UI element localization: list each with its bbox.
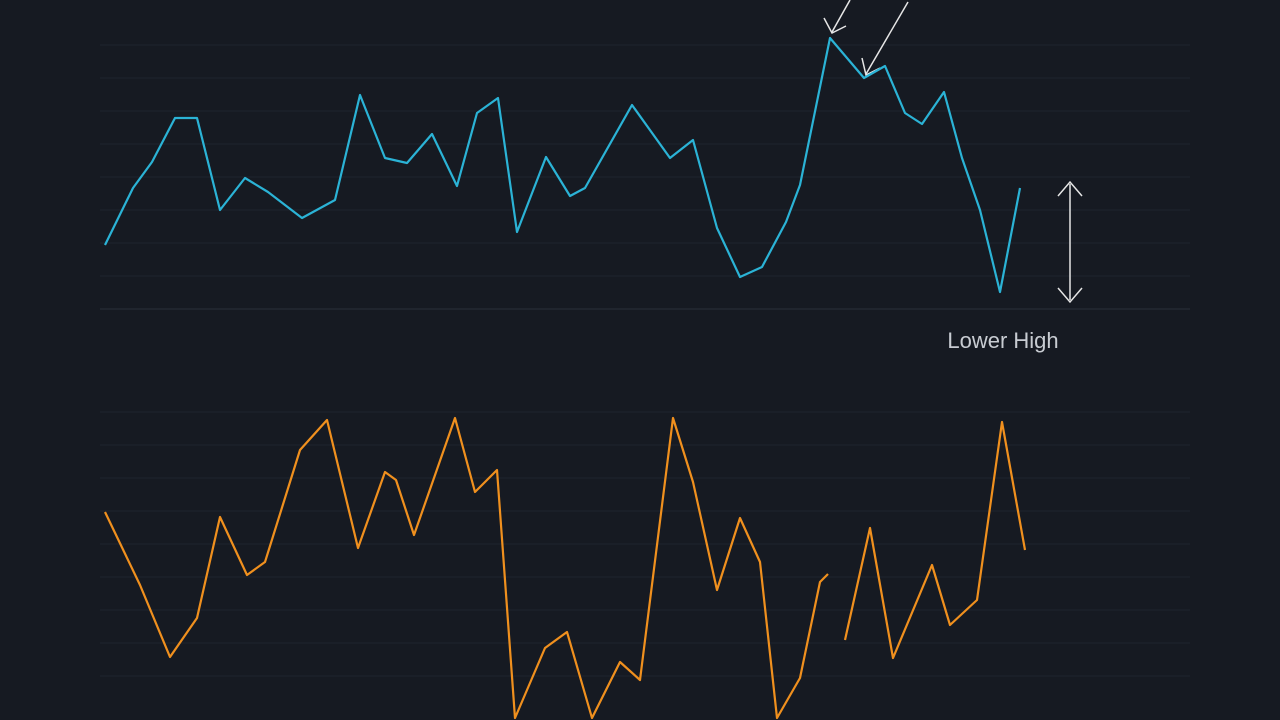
annotation-arrows <box>823 0 1083 304</box>
annotation: Lower High <box>947 328 1058 353</box>
line-series <box>843 420 1027 660</box>
line-series <box>104 36 1022 294</box>
line-series <box>104 416 829 720</box>
